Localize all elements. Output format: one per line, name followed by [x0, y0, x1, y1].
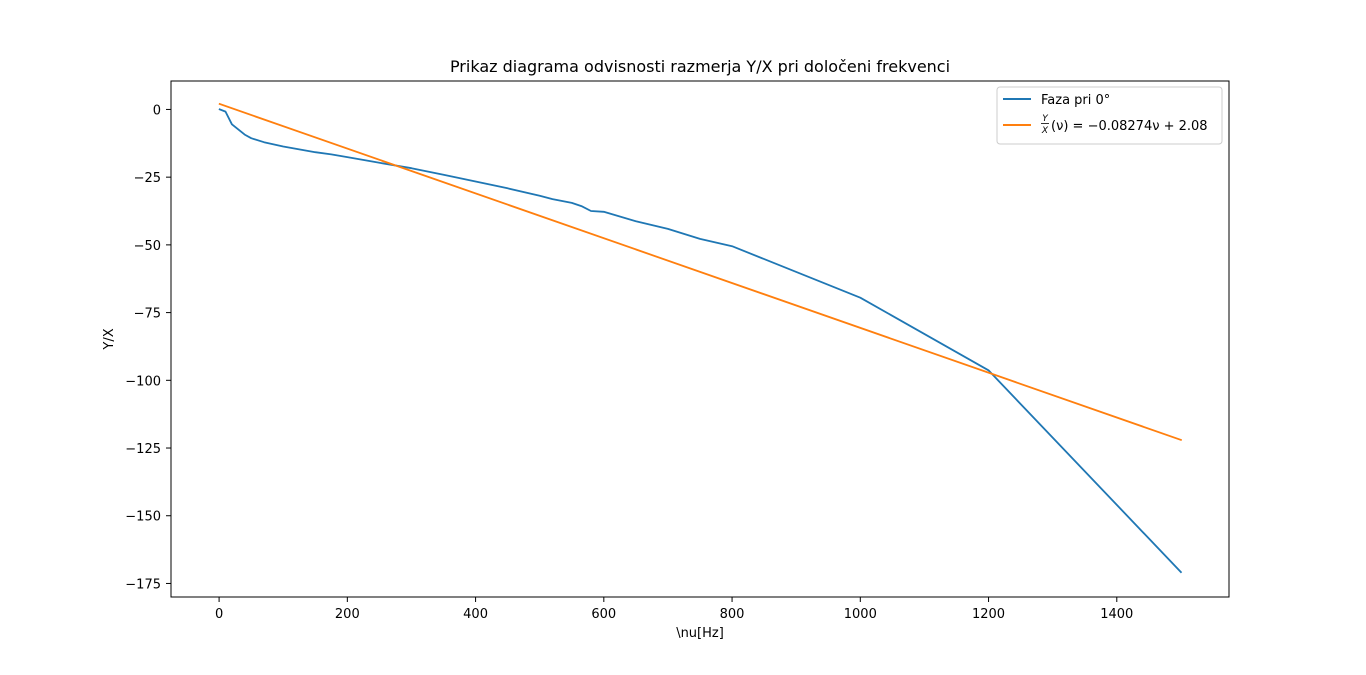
x-axis-label: \nu[Hz] — [676, 626, 724, 641]
y-axis-label: Y/X — [102, 328, 117, 350]
legend-label-faza: Faza pri 0° — [1041, 93, 1110, 108]
x-tick-label: 1000 — [844, 607, 877, 622]
y-tick-label: −150 — [125, 510, 161, 525]
legend-fit-numerator: Y — [1042, 114, 1049, 124]
x-tick-label: 200 — [335, 607, 360, 622]
x-tick-label: 600 — [591, 607, 616, 622]
y-tick-label: 0 — [153, 103, 161, 118]
legend-box — [996, 86, 1223, 145]
x-tick-label: 400 — [463, 607, 488, 622]
y-tick-label: −100 — [125, 374, 161, 389]
legend-label-fit: (ν) = −0.08274ν + 2.08 — [1051, 119, 1208, 134]
plot-frame — [170, 80, 1230, 598]
y-axis: 0 −25 −50 −75 −100 −125 −150 −175 — [125, 103, 171, 592]
y-tick-label: −175 — [125, 577, 161, 592]
legend: Faza pri 0° Y X (ν) = −0.08274ν + 2.08 — [996, 86, 1223, 145]
x-axis: 0 200 400 600 800 1000 1200 1400 — [215, 597, 1133, 622]
x-tick-label: 1400 — [1100, 607, 1133, 622]
y-tick-label: −125 — [125, 442, 161, 457]
y-tick-label: −75 — [134, 307, 161, 322]
plot-area — [170, 80, 1230, 598]
series-line-fit — [218, 102, 1183, 442]
x-tick-label: 800 — [720, 607, 745, 622]
y-tick-label: −50 — [134, 239, 161, 254]
series-line-faza — [218, 108, 1183, 574]
legend-fit-denominator: X — [1041, 126, 1049, 136]
y-tick-label: −25 — [134, 171, 161, 186]
chart-title: Prikaz diagrama odvisnosti razmerja Y/X … — [450, 57, 950, 76]
series-layer — [218, 102, 1183, 574]
x-tick-label: 1200 — [972, 607, 1005, 622]
x-tick-label: 0 — [215, 607, 223, 622]
